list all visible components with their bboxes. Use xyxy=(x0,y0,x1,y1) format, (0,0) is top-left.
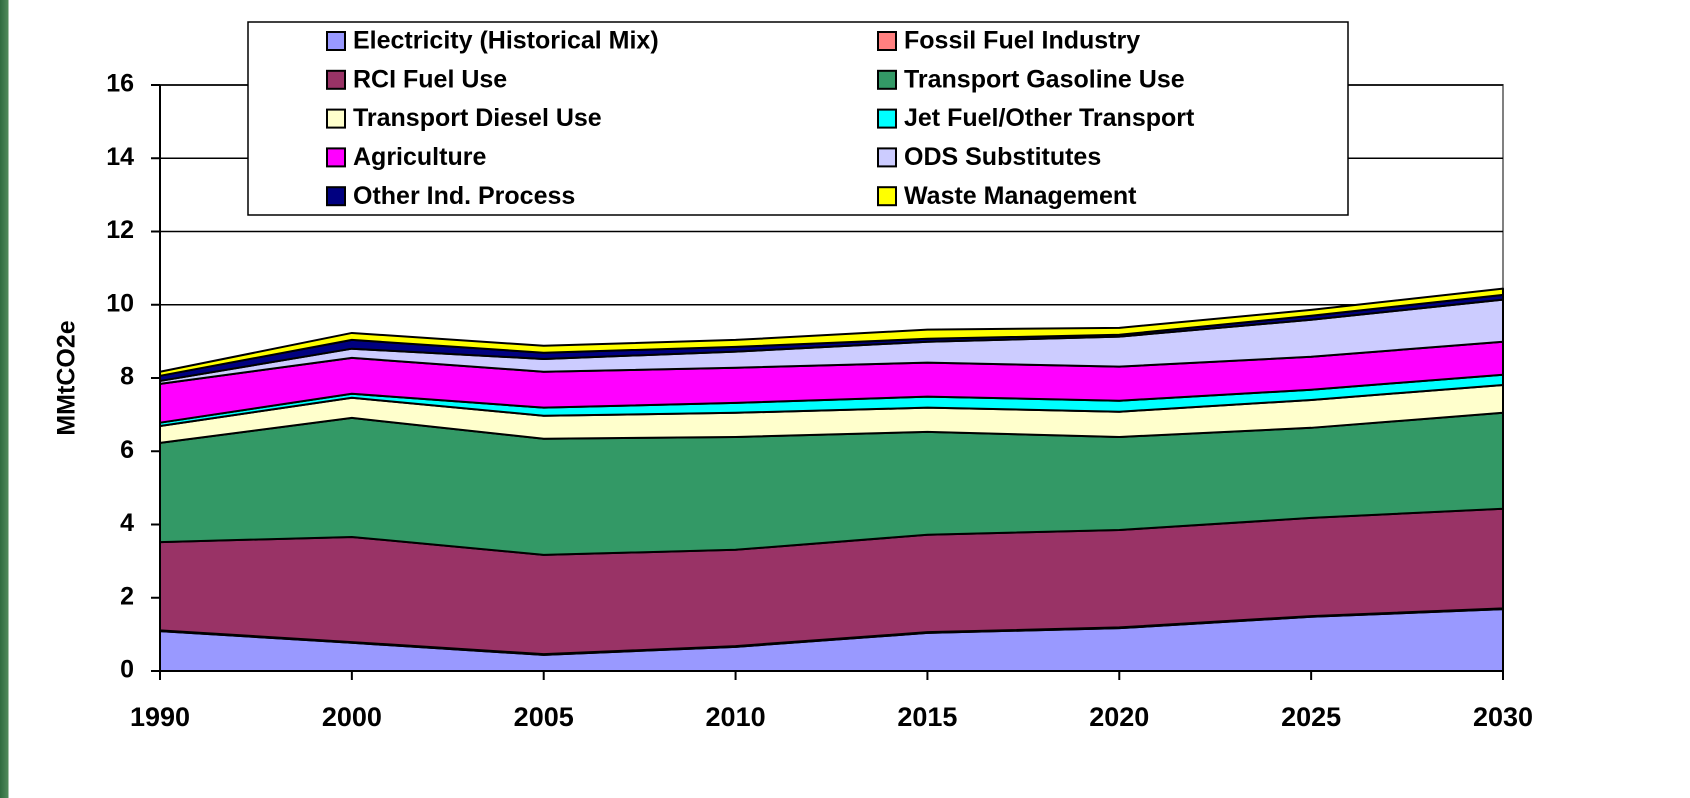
x-tick-label: 2015 xyxy=(897,702,957,732)
legend: Electricity (Historical Mix) Fossil Fuel … xyxy=(247,21,1349,216)
x-tick-label: 2010 xyxy=(706,702,766,732)
y-axis-label: MMtCO2e xyxy=(53,320,81,435)
axes: 0 2 4 6 8 10 12 14 16 1990 2000 2005 2010 2015 2020 202… xyxy=(106,70,1533,733)
legend-label: Waste Management xyxy=(904,182,1137,210)
legend-label: Electricity (Historical Mix) xyxy=(353,27,659,55)
y-tick-label: 6 xyxy=(120,436,134,464)
legend-label: Jet Fuel/Other Transport xyxy=(904,104,1195,132)
x-tick-label: 1990 xyxy=(130,702,190,732)
legend-swatch xyxy=(877,31,897,51)
legend-label: RCI Fuel Use xyxy=(353,65,507,93)
legend-label: Transport Diesel Use xyxy=(353,104,602,132)
legend-swatch xyxy=(326,108,346,129)
legend-label: Other Ind. Process xyxy=(353,182,575,210)
y-tick-label: 0 xyxy=(120,656,134,684)
legend-box xyxy=(247,21,1349,216)
y-tick-label: 2 xyxy=(120,582,134,610)
x-tick-label: 2000 xyxy=(322,702,382,732)
legend-swatch xyxy=(877,186,897,207)
legend-label: Transport Gasoline Use xyxy=(904,65,1185,93)
legend-swatch xyxy=(326,69,346,90)
legend-swatch xyxy=(326,186,346,207)
legend-swatch xyxy=(326,31,346,51)
legend-label: ODS Substitutes xyxy=(904,143,1101,171)
y-tick-label: 16 xyxy=(106,70,134,98)
legend-label: Agriculture xyxy=(353,143,486,171)
y-tick-label: 12 xyxy=(106,216,134,244)
areas xyxy=(159,287,1504,672)
legend-swatch xyxy=(877,147,897,168)
x-tick-label: 2025 xyxy=(1281,702,1341,732)
y-tick-label: 10 xyxy=(106,289,134,317)
legend-swatch xyxy=(877,108,897,129)
y-tick-label: 14 xyxy=(106,143,134,171)
x-tick-label: 2020 xyxy=(1089,702,1149,732)
legend-label: Fossil Fuel Industry xyxy=(904,27,1140,55)
x-tick-label: 2030 xyxy=(1473,702,1533,732)
legend-swatch xyxy=(326,147,346,168)
y-tick-label: 4 xyxy=(120,509,134,537)
y-tick-label: 8 xyxy=(120,363,134,391)
x-tick-label: 2005 xyxy=(514,702,574,732)
area xyxy=(159,287,1504,377)
legend-swatch xyxy=(877,69,897,90)
